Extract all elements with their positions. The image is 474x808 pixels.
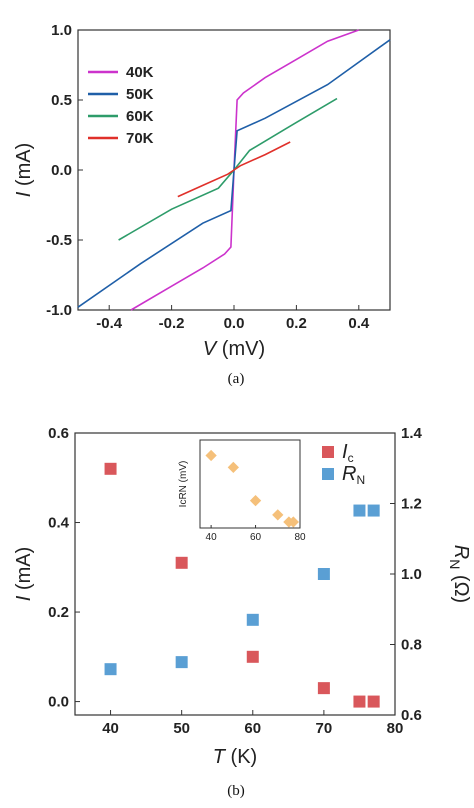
inset-ylabel: IcRN (mV) [178, 461, 189, 508]
inset-point [272, 509, 284, 521]
legend-label-60K: 60K [126, 108, 154, 125]
chart-a-ytick-label: -1.0 [46, 302, 72, 319]
chart-a-xtick-label: 0.4 [348, 315, 370, 332]
chart-b-ytick-right-label: 0.8 [401, 637, 422, 654]
series-line-50K [77, 39, 391, 308]
legend-label-Ic: Ic [342, 441, 354, 465]
chart-a-ylabel: I (mA) [13, 143, 35, 197]
chart-b-xtick-label: 40 [102, 720, 119, 737]
series-point-Ic [246, 650, 259, 663]
chart-b-caption: (b) [227, 783, 245, 799]
inset-xtick-label: 60 [250, 532, 262, 543]
legend-swatch-RN [322, 468, 334, 480]
legend-label-50K: 50K [126, 86, 154, 103]
chart-b-xtick-label: 70 [316, 720, 333, 737]
chart-b-legend: IcRN [322, 441, 365, 487]
inset-point [287, 516, 299, 528]
chart-a-xtick-label: -0.2 [159, 315, 185, 332]
chart-a-ytick-label: -0.5 [46, 232, 72, 249]
series-point-Ic [353, 695, 366, 708]
series-point-RN [246, 613, 259, 626]
inset-xtick-label: 80 [294, 532, 306, 543]
series-point-RN [367, 504, 380, 517]
legend-label-70K: 70K [126, 130, 154, 147]
legend-swatch-Ic [322, 446, 334, 458]
chart-a-xlabel: V (mV) [203, 338, 265, 360]
series-point-Ic [317, 682, 330, 695]
legend-label-40K: 40K [126, 64, 154, 81]
series-point-RN [317, 568, 330, 580]
chart-b-xtick-label: 80 [387, 720, 404, 737]
chart-b-ytick-right-label: 1.4 [401, 425, 423, 442]
chart-a-xtick-label: 0.0 [224, 315, 245, 332]
series-point-RN [353, 504, 366, 517]
inset-point [205, 449, 217, 462]
chart-b-ytick-left-label: 0.0 [48, 694, 69, 711]
chart-b-ytick-left-label: 0.6 [48, 425, 69, 442]
series-point-Ic [175, 556, 188, 569]
chart-b-ylabel-left: I (mA) [13, 547, 35, 601]
series-line-70K [177, 141, 291, 198]
chart-b-xtick-label: 60 [244, 720, 261, 737]
series-point-Ic [104, 462, 117, 475]
chart-a-ytick-label: 0.0 [51, 162, 72, 179]
legend-label-RN: RN [342, 463, 365, 487]
chart-b-ytick-right-label: 0.6 [401, 707, 422, 724]
chart-a-legend: 40K 50K 60K 70K [88, 64, 154, 147]
chart-b-ytick-left-label: 0.2 [48, 604, 69, 621]
chart-b-xlabel: T (K) [213, 746, 257, 768]
chart-a-xtick-label: 0.2 [286, 315, 307, 332]
chart-a-ytick-label: 0.5 [51, 92, 72, 109]
chart-b-ytick-left-label: 0.4 [48, 515, 70, 532]
series-line-40K [130, 29, 360, 311]
inset-frame [199, 439, 301, 529]
inset-xtick-label: 40 [206, 532, 218, 543]
inset-point [249, 494, 262, 507]
series-point-RN [104, 663, 117, 676]
series-point-RN [175, 656, 188, 669]
chart-b-ytick-right-label: 1.0 [401, 566, 422, 583]
chart-a-ytick-label: 1.0 [51, 22, 72, 39]
inset-point [227, 461, 239, 474]
chart-b-inset: 40 60 80 IcRN (mV) [178, 439, 306, 543]
chart-b-ytick-right-label: 1.2 [401, 496, 422, 513]
chart-a-xtick-label: -0.4 [96, 315, 123, 332]
chart-a: -0.4 -0.2 0.0 0.2 0.4 -1.0 -0.5 0.0 0.5 1.0 40K 50… [13, 22, 391, 387]
chart-b-xtick-label: 50 [173, 720, 190, 737]
series-point-Ic [367, 695, 380, 708]
chart-b-ylabel-right: RN (Ω) [447, 545, 472, 603]
chart-a-caption: (a) [228, 371, 245, 387]
chart-b: 40 50 60 70 80 0.0 0.2 0.4 0.6 0.6 0.8 1.0 1.2 1.4 Ic… [13, 425, 472, 799]
